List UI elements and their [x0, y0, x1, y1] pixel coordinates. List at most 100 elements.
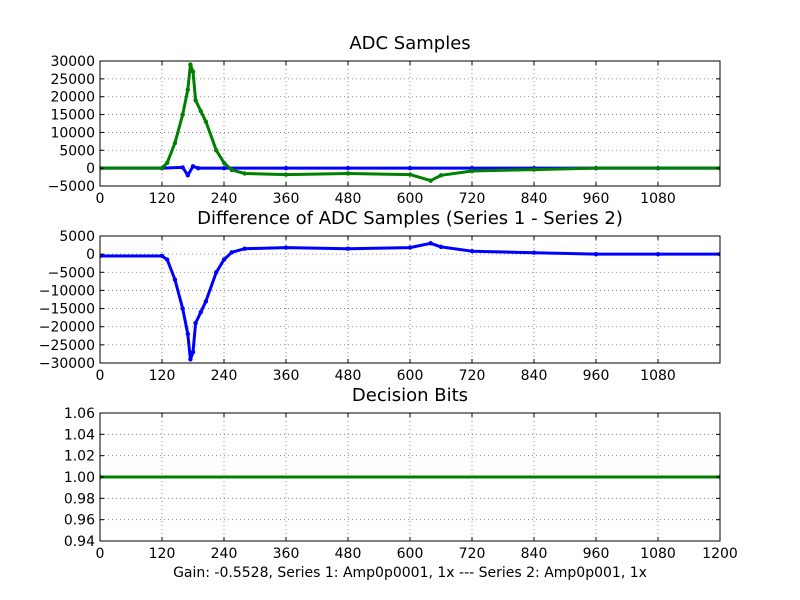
x-tick-label: 1080 — [640, 368, 676, 384]
x-tick-label: 840 — [521, 546, 548, 562]
x-tick-label: 240 — [211, 368, 238, 384]
data-point — [203, 299, 209, 304]
data-point — [531, 167, 537, 172]
difference-plot: Difference of ADC Samples (Series 1 - Se… — [39, 208, 721, 384]
data-point — [438, 173, 444, 178]
data-point — [655, 165, 661, 171]
data-point — [172, 277, 178, 282]
y-tick-label: −30000 — [39, 356, 95, 372]
data-point — [242, 171, 247, 176]
y-tick-label: 10000 — [50, 125, 95, 141]
x-tick-label: 0 — [96, 191, 105, 207]
data-point — [180, 112, 185, 117]
y-tick-label: 1.02 — [64, 449, 95, 465]
y-tick-label: 1.06 — [64, 406, 95, 422]
y-tick-label: −15000 — [39, 302, 95, 318]
y-tick-label: −20000 — [39, 320, 95, 336]
plot-title: Decision Bits — [352, 385, 468, 406]
data-point — [193, 320, 198, 326]
data-point — [190, 164, 196, 169]
x-tick-label: 960 — [583, 191, 610, 207]
data-point — [345, 171, 351, 176]
y-tick-label: 0 — [86, 161, 95, 177]
x-tick-label: 240 — [211, 191, 238, 207]
x-tick-label: 240 — [211, 546, 238, 562]
x-tick-label: 360 — [273, 546, 300, 562]
data-point — [407, 165, 413, 171]
data-point — [221, 160, 227, 165]
data-point — [229, 250, 234, 255]
data-point — [283, 172, 289, 177]
data-point — [283, 245, 289, 250]
data-point — [180, 306, 185, 311]
data-point — [221, 257, 227, 262]
data-point — [164, 160, 170, 165]
data-point — [185, 173, 191, 178]
data-point — [531, 250, 537, 255]
x-tick-label: 600 — [397, 546, 424, 562]
data-point — [428, 178, 433, 183]
data-point — [283, 165, 289, 171]
data-point — [164, 257, 170, 262]
data-point — [242, 246, 247, 251]
x-tick-label: 600 — [397, 368, 424, 384]
x-tick-label: 1080 — [640, 191, 676, 207]
y-tick-label: 15000 — [50, 108, 95, 124]
footer-caption: Gain: -0.5528, Series 1: Amp0p0001, 1x -… — [173, 565, 647, 581]
x-tick-label: 960 — [583, 546, 610, 562]
data-point — [469, 249, 475, 254]
data-point — [428, 241, 433, 246]
x-tick-label: 480 — [335, 368, 362, 384]
x-tick-label: 0 — [96, 546, 105, 562]
data-point — [407, 245, 413, 250]
plot-title: Difference of ADC Samples (Series 1 - Se… — [197, 208, 623, 229]
data-point — [198, 310, 203, 315]
x-tick-label: 120 — [149, 191, 176, 207]
y-tick-label: 0.96 — [64, 513, 95, 529]
data-point — [229, 167, 234, 173]
data-point — [593, 251, 599, 257]
x-tick-label: 600 — [397, 191, 424, 207]
data-point — [214, 148, 219, 153]
y-tick-label: 1.04 — [64, 427, 95, 443]
plot-title: ADC Samples — [349, 33, 470, 54]
x-tick-label: 840 — [521, 191, 548, 207]
y-tick-label: 0.94 — [64, 534, 95, 550]
y-tick-label: 5000 — [59, 229, 95, 245]
x-tick-label: 480 — [335, 191, 362, 207]
y-tick-label: 0 — [86, 247, 95, 263]
x-tick-label: 720 — [459, 368, 486, 384]
y-tick-label: 30000 — [50, 54, 95, 70]
data-point — [469, 168, 475, 174]
data-point — [188, 62, 193, 67]
data-point — [180, 165, 185, 170]
data-point — [185, 87, 191, 92]
data-point — [159, 253, 165, 259]
x-tick-label: 480 — [335, 546, 362, 562]
x-tick-label: 360 — [273, 368, 300, 384]
x-tick-label: 840 — [521, 368, 548, 384]
x-tick-label: 0 — [96, 368, 105, 384]
x-tick-label: 1080 — [640, 546, 676, 562]
x-tick-label: 720 — [459, 546, 486, 562]
y-tick-label: 20000 — [50, 90, 95, 106]
data-point — [214, 270, 219, 275]
data-point — [195, 165, 201, 171]
y-tick-label: −5000 — [48, 265, 95, 281]
data-point — [190, 349, 196, 355]
data-point — [345, 165, 351, 171]
data-point — [100, 253, 103, 259]
y-tick-label: 25000 — [50, 72, 95, 88]
data-point — [221, 165, 227, 171]
data-point — [345, 246, 351, 251]
data-point — [655, 251, 661, 257]
data-point — [172, 140, 178, 146]
data-point — [190, 69, 196, 74]
data-point — [198, 108, 203, 114]
x-tick-label: 960 — [583, 368, 610, 384]
y-tick-label: 0.98 — [64, 491, 95, 507]
x-tick-label: 720 — [459, 191, 486, 207]
x-tick-label: 120 — [149, 368, 176, 384]
y-tick-label: −10000 — [39, 283, 95, 299]
